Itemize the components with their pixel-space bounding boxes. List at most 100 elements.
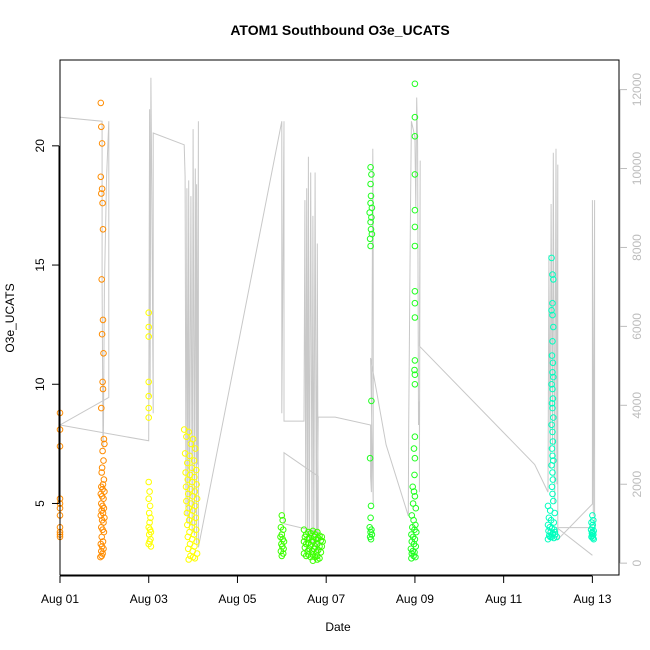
data-point xyxy=(412,504,420,512)
data-point xyxy=(550,276,557,283)
data-point xyxy=(548,352,556,359)
data-point xyxy=(309,557,317,565)
series-4 xyxy=(544,254,598,543)
data-point xyxy=(145,323,152,331)
secondary-trace xyxy=(58,77,596,556)
data-point xyxy=(98,469,105,476)
data-point xyxy=(548,381,555,388)
data-point xyxy=(411,366,418,374)
data-point xyxy=(366,235,374,243)
y2-tick-label: 2000 xyxy=(630,471,644,498)
data-point xyxy=(367,535,375,543)
data-point xyxy=(101,440,108,448)
data-point xyxy=(145,414,152,421)
data-point xyxy=(549,299,556,307)
data-point xyxy=(548,421,555,429)
data-point xyxy=(145,333,152,340)
data-point xyxy=(98,330,106,338)
data-point xyxy=(549,428,556,436)
series-2 xyxy=(277,512,326,565)
data-point xyxy=(411,454,419,462)
data-point xyxy=(548,483,556,491)
data-point xyxy=(319,538,326,545)
data-point xyxy=(549,271,556,278)
data-point xyxy=(549,490,556,498)
data-point xyxy=(548,445,556,452)
data-point xyxy=(549,338,556,345)
data-point xyxy=(367,514,374,522)
x-tick-label: Aug 13 xyxy=(573,592,611,606)
y2-tick-label: 12000 xyxy=(630,73,644,107)
y2-tick-label: 8000 xyxy=(630,234,644,261)
data-point xyxy=(98,404,105,412)
data-point xyxy=(367,164,374,171)
data-point xyxy=(549,404,556,412)
data-point xyxy=(549,438,557,445)
data-point xyxy=(192,445,199,452)
data-point xyxy=(367,192,375,200)
data-point xyxy=(99,378,106,386)
data-point xyxy=(145,309,152,317)
data-point xyxy=(100,350,107,357)
data-point xyxy=(99,199,106,207)
data-point xyxy=(146,502,154,510)
data-point xyxy=(367,502,375,510)
data-point xyxy=(551,509,559,517)
data-point xyxy=(278,512,286,519)
x-axis-label: Date xyxy=(325,620,351,634)
data-point xyxy=(187,440,195,448)
axes-layer: Aug 01 Aug 03 Aug 05 Aug 07 Aug 09 Aug 11 Aug … xyxy=(33,73,644,606)
data-point xyxy=(99,447,106,455)
data-point xyxy=(550,323,557,331)
data-point xyxy=(549,469,556,476)
data-point xyxy=(308,547,316,555)
data-point xyxy=(548,462,555,469)
y2-tick-label: 0 xyxy=(630,560,644,567)
data-point xyxy=(549,385,556,393)
data-point xyxy=(411,357,419,364)
data-point xyxy=(97,173,105,181)
data-point xyxy=(411,133,419,140)
data-point xyxy=(98,140,106,147)
x-tick-label: Aug 05 xyxy=(218,592,256,606)
data-point xyxy=(589,532,596,540)
data-point xyxy=(411,113,419,121)
data-point xyxy=(411,471,418,479)
data-point xyxy=(411,433,419,441)
data-point xyxy=(191,555,199,562)
data-point xyxy=(549,452,556,460)
data-point xyxy=(589,512,596,519)
data-point xyxy=(367,199,374,207)
data-point xyxy=(100,435,108,443)
data-point xyxy=(98,185,106,193)
data-point xyxy=(368,171,375,178)
data-point xyxy=(367,180,374,188)
data-point xyxy=(98,552,105,560)
data-point xyxy=(411,80,419,88)
series-3 xyxy=(366,80,420,562)
data-point xyxy=(553,533,561,541)
data-point xyxy=(145,392,152,400)
data-point xyxy=(548,254,555,262)
data-point xyxy=(411,242,419,250)
data-point xyxy=(186,452,193,460)
data-point xyxy=(98,123,105,131)
data-point xyxy=(307,553,315,561)
data-point xyxy=(100,457,107,464)
y2-tick-label: 10000 xyxy=(630,151,644,185)
y-tick-label: 20 xyxy=(33,139,47,153)
series-1 xyxy=(145,309,201,563)
plot-frame xyxy=(59,59,620,576)
y2-tick-label: 6000 xyxy=(630,313,644,340)
data-point xyxy=(367,242,374,250)
data-point xyxy=(549,359,557,367)
data-point xyxy=(302,540,310,548)
data-point xyxy=(411,223,419,231)
data-point xyxy=(147,514,154,522)
secondary-line-layer xyxy=(58,77,596,556)
data-point xyxy=(145,478,152,486)
data-point xyxy=(550,497,557,505)
data-point xyxy=(366,454,374,462)
data-point xyxy=(590,535,598,543)
data-point xyxy=(97,99,105,107)
